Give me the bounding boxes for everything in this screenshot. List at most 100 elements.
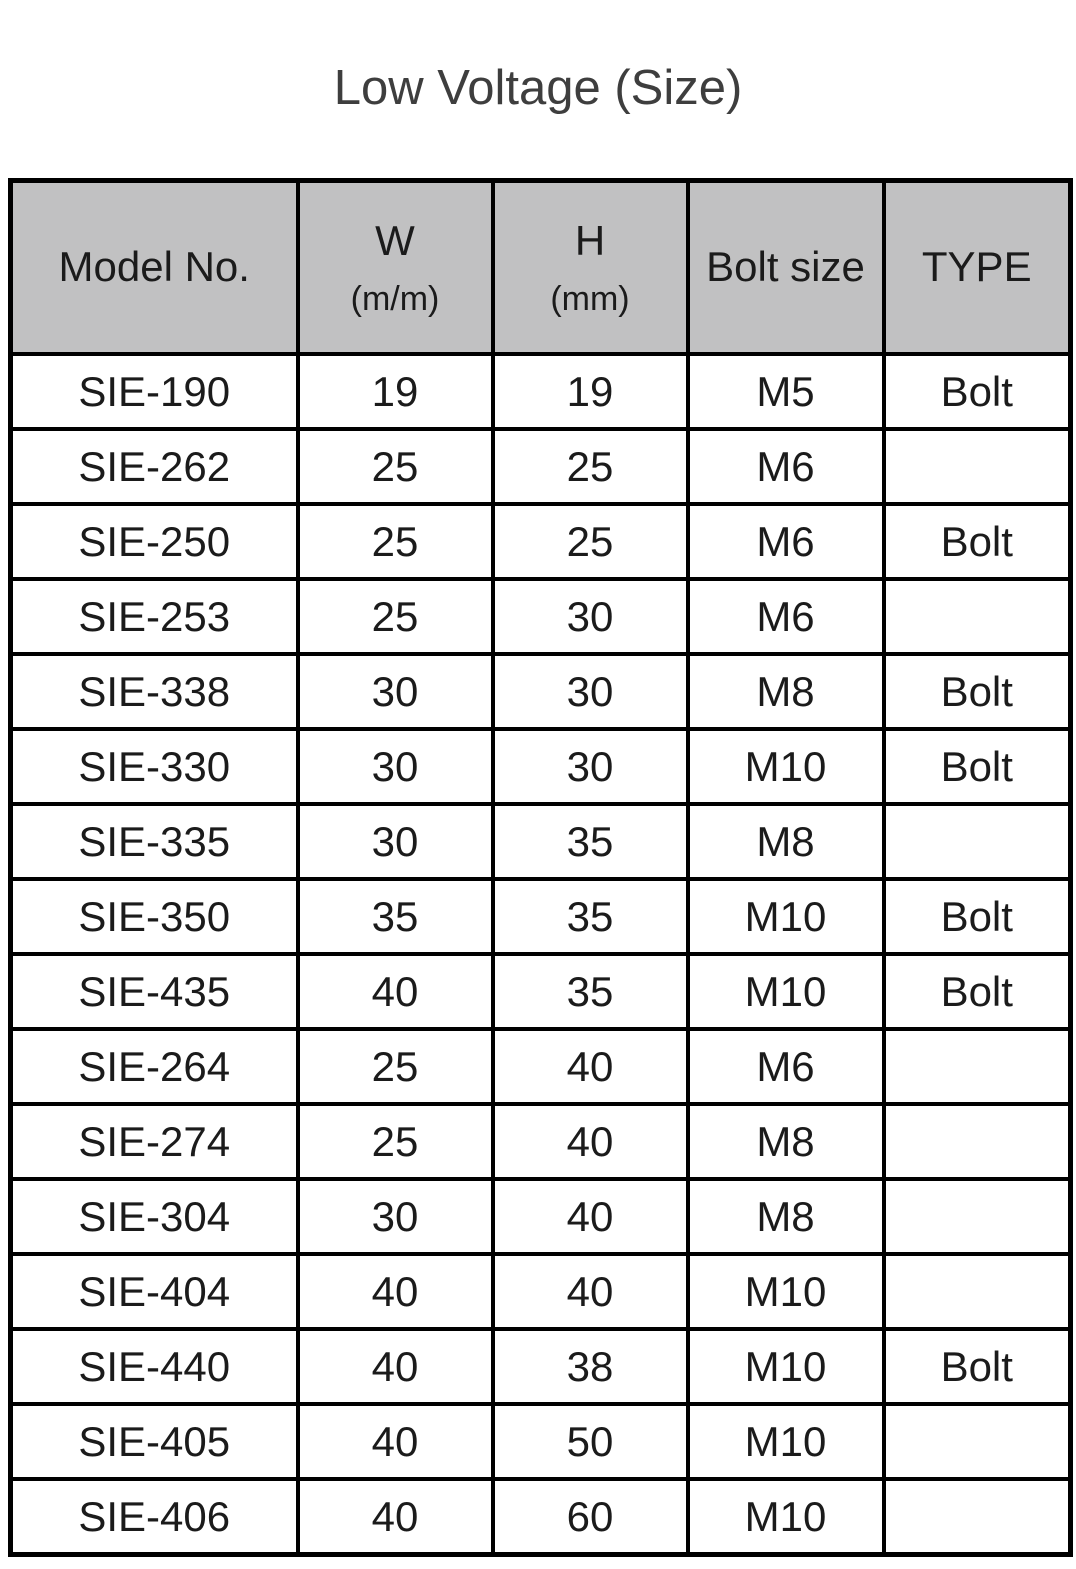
cell-bolt-size: M6 [685, 502, 886, 581]
cell-type [881, 1102, 1073, 1181]
cell-height: 35 [490, 952, 690, 1031]
cell-type [881, 1477, 1073, 1557]
cell-width: 40 [295, 1477, 495, 1557]
cell-type [881, 1027, 1073, 1106]
cell-width: 30 [295, 1177, 495, 1256]
table-row: SIE-404 40 40 M10 [8, 1252, 1073, 1331]
cell-height: 40 [490, 1252, 690, 1331]
cell-bolt-size: M8 [685, 1177, 886, 1256]
table-row: SIE-250 25 25 M6 Bolt [8, 502, 1073, 581]
cell-height: 60 [490, 1477, 690, 1557]
cell-height: 40 [490, 1177, 690, 1256]
cell-model: SIE-405 [8, 1402, 300, 1481]
cell-height: 19 [490, 352, 690, 431]
cell-type: Bolt [881, 952, 1073, 1031]
cell-model: SIE-338 [8, 652, 300, 731]
table-row: SIE-304 30 40 M8 [8, 1177, 1073, 1256]
cell-type [881, 427, 1073, 506]
cell-height: 30 [490, 652, 690, 731]
cell-width: 30 [295, 652, 495, 731]
cell-width: 35 [295, 877, 495, 956]
col-header-model-label: Model No. [58, 243, 250, 291]
table-row: SIE-435 40 35 M10 Bolt [8, 952, 1073, 1031]
cell-type: Bolt [881, 352, 1073, 431]
cell-bolt-size: M10 [685, 1477, 886, 1557]
cell-model: SIE-335 [8, 802, 300, 881]
cell-width: 25 [295, 1102, 495, 1181]
cell-bolt-size: M10 [685, 877, 886, 956]
cell-model: SIE-304 [8, 1177, 300, 1256]
col-header-type: TYPE [881, 178, 1073, 356]
cell-type [881, 1402, 1073, 1481]
cell-model: SIE-262 [8, 427, 300, 506]
cell-bolt-size: M8 [685, 1102, 886, 1181]
cell-type: Bolt [881, 1327, 1073, 1406]
table-row: SIE-350 35 35 M10 Bolt [8, 877, 1073, 956]
cell-model: SIE-350 [8, 877, 300, 956]
cell-model: SIE-406 [8, 1477, 300, 1557]
cell-type [881, 1177, 1073, 1256]
cell-width: 25 [295, 1027, 495, 1106]
col-header-width-unit: (m/m) [350, 279, 440, 318]
cell-width: 40 [295, 1252, 495, 1331]
table-row: SIE-274 25 40 M8 [8, 1102, 1073, 1181]
cell-bolt-size: M6 [685, 1027, 886, 1106]
cell-type: Bolt [881, 727, 1073, 806]
cell-width: 40 [295, 952, 495, 1031]
cell-height: 50 [490, 1402, 690, 1481]
cell-height: 40 [490, 1102, 690, 1181]
cell-width: 25 [295, 502, 495, 581]
table-row: SIE-330 30 30 M10 Bolt [8, 727, 1073, 806]
cell-model: SIE-274 [8, 1102, 300, 1181]
col-header-type-label: TYPE [921, 243, 1032, 291]
cell-bolt-size: M8 [685, 652, 886, 731]
cell-width: 25 [295, 577, 495, 656]
col-header-boltsize-label: Bolt size [706, 243, 865, 291]
cell-bolt-size: M10 [685, 727, 886, 806]
cell-height: 35 [490, 877, 690, 956]
table-row: SIE-253 25 30 M6 [8, 577, 1073, 656]
cell-type: Bolt [881, 652, 1073, 731]
cell-height: 38 [490, 1327, 690, 1406]
table-row: SIE-190 19 19 M5 Bolt [8, 352, 1073, 431]
cell-type [881, 1252, 1073, 1331]
cell-height: 30 [490, 577, 690, 656]
cell-height: 40 [490, 1027, 690, 1106]
table-row: SIE-405 40 50 M10 [8, 1402, 1073, 1481]
cell-height: 30 [490, 727, 690, 806]
cell-bolt-size: M10 [685, 1252, 886, 1331]
cell-width: 30 [295, 802, 495, 881]
cell-width: 40 [295, 1327, 495, 1406]
cell-type [881, 577, 1073, 656]
header-row: Model No. W (m/m) H (mm) Bolt size TYPE [8, 178, 1073, 356]
cell-model: SIE-404 [8, 1252, 300, 1331]
cell-bolt-size: M10 [685, 1402, 886, 1481]
page-title: Low Voltage (Size) [333, 61, 743, 115]
cell-bolt-size: M10 [685, 1327, 886, 1406]
table-row: SIE-338 30 30 M8 Bolt [8, 652, 1073, 731]
cell-type [881, 802, 1073, 881]
col-header-height: H (mm) [490, 178, 690, 356]
table-row: SIE-264 25 40 M6 [8, 1027, 1073, 1106]
table-row: SIE-440 40 38 M10 Bolt [8, 1327, 1073, 1406]
col-header-height-unit: (mm) [550, 279, 630, 318]
cell-type: Bolt [881, 502, 1073, 581]
cell-height: 25 [490, 502, 690, 581]
cell-width: 40 [295, 1402, 495, 1481]
cell-model: SIE-264 [8, 1027, 300, 1106]
cell-bolt-size: M6 [685, 427, 886, 506]
cell-type: Bolt [881, 877, 1073, 956]
cell-model: SIE-440 [8, 1327, 300, 1406]
cell-model: SIE-190 [8, 352, 300, 431]
col-header-boltsize: Bolt size [685, 178, 886, 356]
cell-model: SIE-435 [8, 952, 300, 1031]
col-header-model: Model No. [8, 178, 300, 356]
cell-bolt-size: M5 [685, 352, 886, 431]
cell-model: SIE-330 [8, 727, 300, 806]
col-header-height-label: H [574, 216, 606, 264]
cell-width: 19 [295, 352, 495, 431]
cell-height: 35 [490, 802, 690, 881]
cell-model: SIE-250 [8, 502, 300, 581]
cell-width: 25 [295, 427, 495, 506]
